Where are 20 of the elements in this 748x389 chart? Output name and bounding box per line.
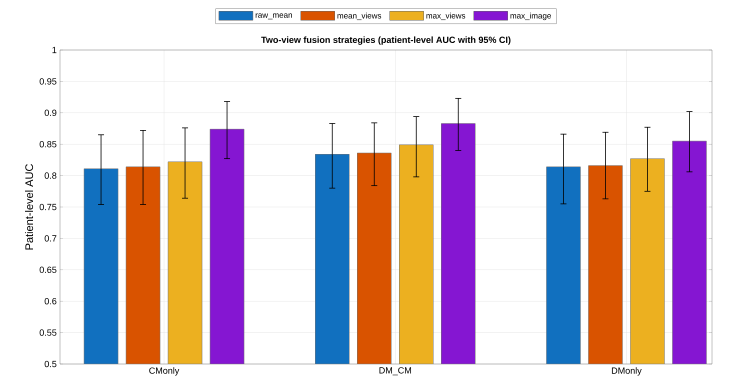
y-tick-label: 0.8	[44, 172, 56, 179]
y-tick-label: 0.5	[44, 360, 56, 368]
x-tick-label: CMonly	[149, 367, 180, 376]
legend-label: max_views	[426, 12, 466, 20]
y-tick-label: 1	[52, 46, 56, 54]
y-axis-title: Patient-level AUC	[25, 164, 34, 250]
y-tick-label: 0.95	[40, 78, 56, 85]
y-tick-label: 0.55	[40, 329, 56, 336]
y-tick-label: 0.6	[44, 298, 56, 304]
y-tick-label: 0.7	[44, 235, 56, 242]
y-tick-label: 0.9	[44, 110, 56, 116]
legend-label: max_image	[510, 12, 551, 20]
x-tick-label: DM_CM	[379, 367, 412, 376]
y-tick-label: 0.85	[40, 141, 56, 148]
chart-title: Two-view fusion strategies (patient-level AUC with 95% CI)	[261, 36, 510, 45]
x-tick-label: DMonly	[612, 367, 642, 376]
y-tick-label: 0.75	[40, 204, 56, 210]
legend-label: raw_mean	[256, 13, 292, 20]
legend-label: mean_views	[338, 12, 382, 20]
y-tick-label: 0.65	[40, 266, 56, 273]
